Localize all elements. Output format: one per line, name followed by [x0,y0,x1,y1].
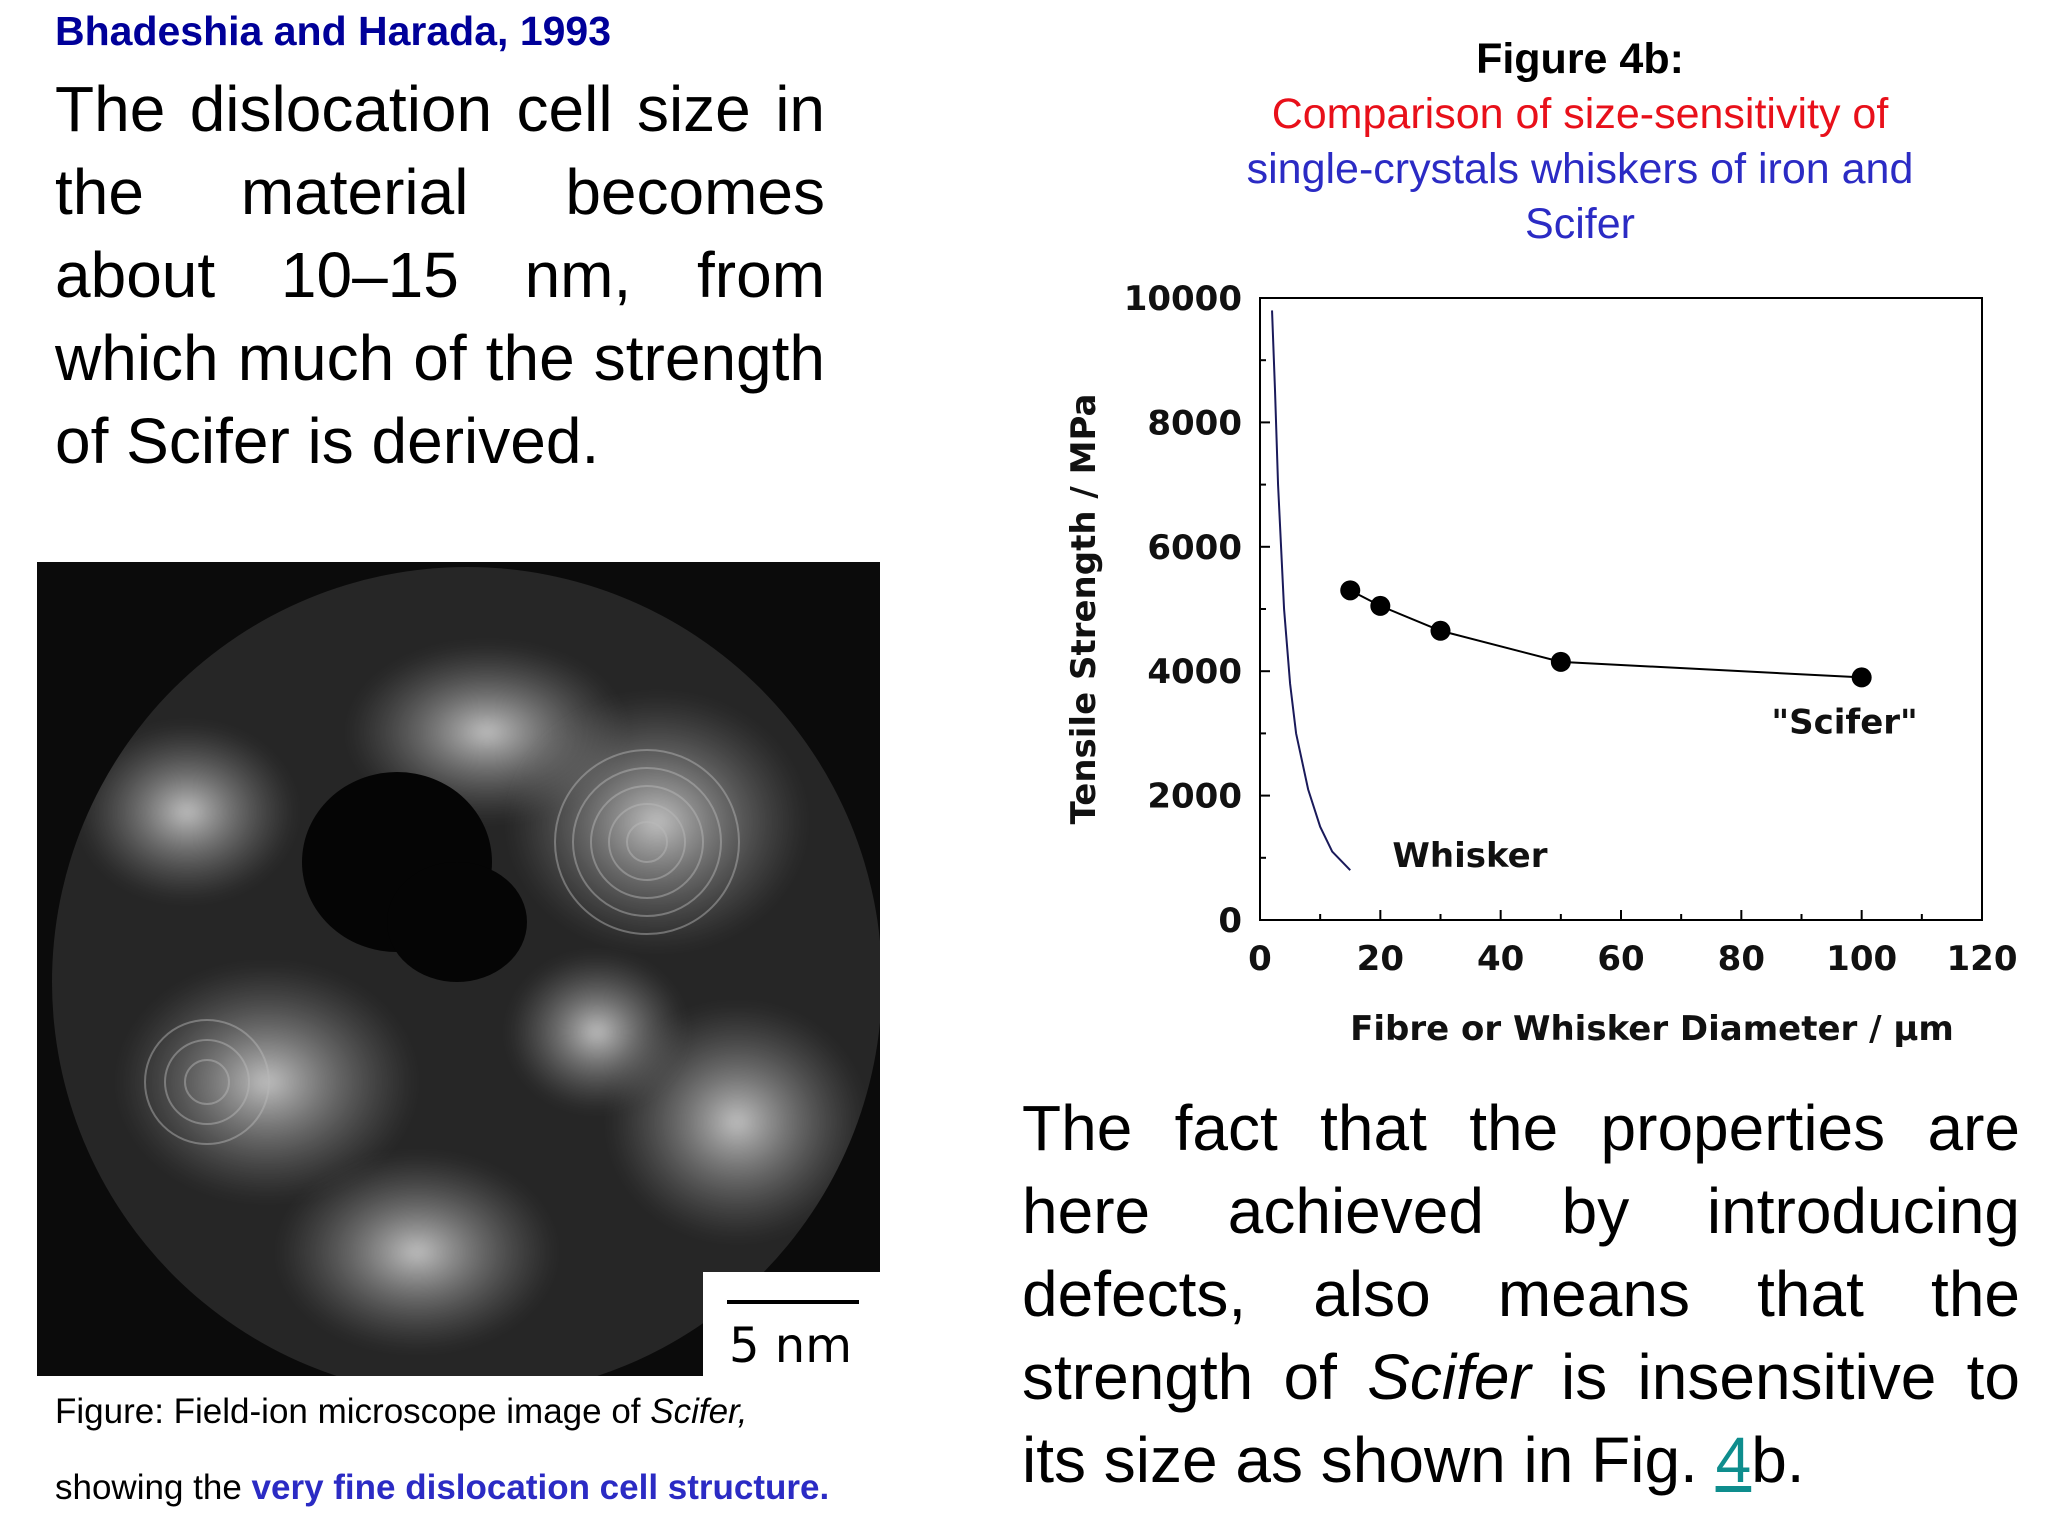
figure-title-line3: single-crystals whiskers of iron and [1246,145,1914,193]
scifer-series-label: "Scifer" [1771,702,1917,742]
caption-italic: Scifer, [650,1392,748,1431]
y-axis-label: Tensile Strength / MPa [1064,394,1104,825]
figure-title-label: Figure 4b: [1476,35,1684,83]
figure-reference-link[interactable]: 4 [1715,1424,1752,1496]
reference-citation: Bhadeshia and Harada, 1993 [55,8,612,54]
y-tick-label: 10000 [1124,279,1242,319]
scifer-data-point [1370,595,1391,616]
caption-end: . [819,1468,830,1507]
x-tick-label: 0 [1248,939,1272,979]
plot-frame [1259,297,1983,921]
field-ion-micrograph: 5 nm [37,562,880,1376]
x-tick-label: 120 [1947,939,2018,979]
right-paragraph: The fact that the properties are here ac… [1022,1087,2020,1502]
scale-bar-label: 5 nm [729,1318,852,1374]
whisker-series-line [1271,310,1351,871]
scifer-data-point [1851,667,1872,688]
right-paragraph-text-2: is insensitive to its size as shown in F… [1022,1341,2021,1496]
scifer-data-point [1340,580,1361,601]
figure-caption: Figure: Field-ion microscope image of Sc… [55,1374,829,1526]
y-tick-label: 6000 [1147,528,1242,568]
whisker-series-label: Whisker [1392,836,1547,876]
x-tick-label: 60 [1597,939,1644,979]
right-paragraph-italic: Scifer [1367,1341,1531,1413]
figure-title: Figure 4b: Comparison of size-sensitivit… [1070,32,2048,252]
x-tick-label: 40 [1477,939,1524,979]
right-paragraph-text-1: The fact that the properties are here ac… [1022,1092,2020,1413]
scifer-data-point [1550,651,1571,672]
right-paragraph-text-3: b. [1751,1424,1805,1496]
y-tick-label: 8000 [1147,403,1242,443]
x-tick-label: 80 [1718,939,1765,979]
figure-title-line2: Comparison of size-sensitivity of [1271,90,1889,138]
figure-title-line4: Scifer [1525,200,1635,248]
x-tick-label: 20 [1357,939,1404,979]
size-sensitivity-chart: 0 20 40 60 80 100 120 0 2000 4000 6000 8000 10000 F… [1064,279,2018,1049]
y-tick-label: 4000 [1147,652,1242,692]
scifer-data-point [1430,620,1451,641]
left-paragraph: The dislocation cell size in the materia… [55,73,825,477]
caption-highlight: very fine dislocation cell structure [251,1468,820,1507]
y-tick-label: 2000 [1147,777,1242,817]
caption-text-2: showing the [55,1468,252,1507]
caption-text-1: Figure: Field-ion microscope image of [55,1392,651,1431]
x-axis-label: Fibre or Whisker Diameter / µm [1350,1009,1954,1049]
scifer-series-line [1349,589,1862,679]
x-tick-label: 100 [1826,939,1897,979]
y-tick-label: 0 [1218,901,1242,941]
